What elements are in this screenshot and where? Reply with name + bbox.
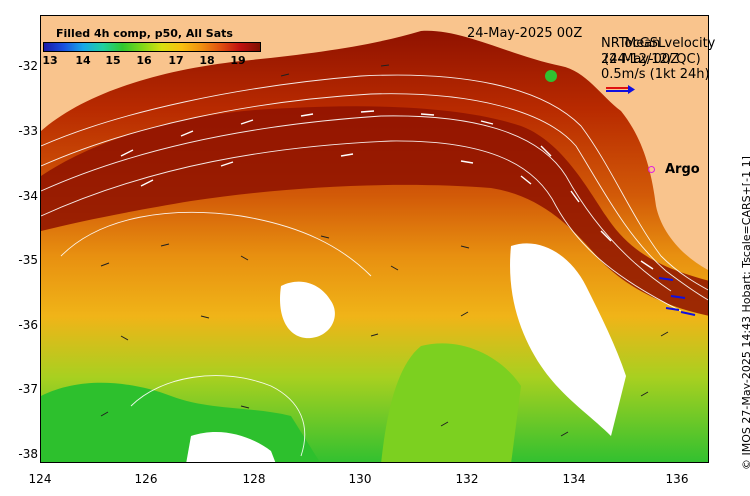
warm-current: [41, 106, 708, 316]
lon-tick: 126: [134, 472, 158, 486]
lat-tick: -36: [18, 318, 38, 332]
colorbar-label: 14: [75, 54, 91, 67]
no-data-patch: [510, 243, 626, 436]
colorbar-title: Filled 4h comp, p50, All Sats: [56, 27, 233, 40]
credit-text: © IMOS 27-May-2025 14:43 Hobart; Tscale=…: [740, 156, 750, 470]
lat-tick: -38: [18, 447, 38, 461]
lon-tick: 124: [28, 472, 52, 486]
argo-label: Argo: [665, 162, 700, 177]
lon-tick: 134: [562, 472, 586, 486]
lon-tick: 132: [455, 472, 479, 486]
colorbar-label: 18: [199, 54, 215, 67]
colorbar-label: 16: [136, 54, 152, 67]
map-date: 24-May-2025 00Z: [467, 26, 583, 41]
lon-tick: 128: [242, 472, 266, 486]
no-data-patch-3: [186, 431, 276, 462]
sst-field: [41, 16, 708, 462]
legend-qc-window: (24-12/12/ QC): [604, 52, 701, 67]
lat-tick: -33: [18, 124, 38, 138]
colorbar-label: 13: [42, 54, 58, 67]
lat-tick: -32: [18, 59, 38, 73]
sst-contours: [41, 74, 708, 457]
legend-time: 24-May-00Z: [601, 52, 680, 67]
colorbar-label: 17: [168, 54, 184, 67]
argo-marker[interactable]: [648, 166, 655, 173]
lat-tick: -37: [18, 382, 38, 396]
qc-velocity-arrows: [658, 277, 696, 316]
legend-product: NRTocGSL: [601, 36, 666, 51]
lat-tick: -35: [18, 253, 38, 267]
sst-map: [40, 15, 709, 463]
no-data-patch-2: [280, 281, 335, 339]
legend-scale: 0.5m/s (1kt 24h): [601, 67, 710, 82]
legend-scale-arrow: [606, 85, 635, 94]
cool-water-patch-2: [381, 343, 521, 462]
legend-velocity-title: Mean velocity: [625, 36, 716, 51]
colorbar: [43, 42, 261, 52]
colorbar-label: 19: [230, 54, 246, 67]
colorbar-label: 15: [105, 54, 121, 67]
coastal-green-spot: [545, 70, 557, 82]
lat-tick: -34: [18, 189, 38, 203]
velocity-arrows-dark: [100, 64, 669, 437]
lon-tick: 130: [348, 472, 372, 486]
velocity-arrows: [120, 110, 654, 270]
lon-tick: 136: [665, 472, 689, 486]
